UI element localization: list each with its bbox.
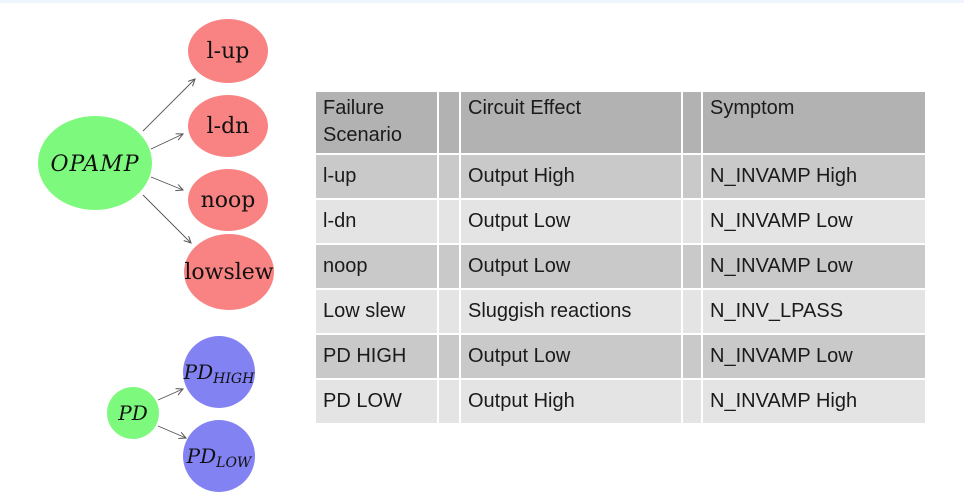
cell-circuit-effect: Output High [459, 378, 683, 425]
header-failure-scenario: Failure Scenario [314, 90, 439, 155]
cell-spacer [437, 288, 461, 335]
cell-circuit-effect: Output Low [459, 243, 683, 290]
node-l-dn-label: l-dn [207, 114, 250, 139]
node-opamp [38, 116, 152, 210]
node-noop-label: noop [201, 188, 256, 213]
cell-spacer [681, 243, 703, 290]
node-pd-low [183, 420, 255, 492]
node-pd-high [183, 336, 255, 408]
cell-failure-scenario: Low slew [314, 288, 439, 335]
table-row: PD LOW Output High N_INVAMP High [314, 378, 927, 425]
cell-circuit-effect: Output Low [459, 333, 683, 380]
cell-failure-scenario: PD LOW [314, 378, 439, 425]
table-header-row: Failure Scenario Circuit Effect Symptom [314, 90, 927, 155]
node-l-up [188, 19, 268, 83]
cell-symptom: N_INVAMP Low [701, 243, 927, 290]
node-noop [188, 169, 268, 231]
edge-opamp-lup [142, 79, 195, 132]
node-pd-label: PD [117, 401, 148, 425]
table-row: l-up Output High N_INVAMP High [314, 153, 927, 200]
table-row: PD HIGH Output Low N_INVAMP Low [314, 333, 927, 380]
edge-pd-low [157, 425, 186, 438]
edge-opamp-ldn [150, 134, 183, 150]
cell-failure-scenario: l-up [314, 153, 439, 200]
cell-symptom: N_INVAMP Low [701, 333, 927, 380]
node-pd-low-label: PDLOW [186, 444, 253, 471]
header-symptom: Symptom [701, 90, 927, 155]
cell-spacer [681, 153, 703, 200]
cell-spacer [437, 378, 461, 425]
node-lowslew-label: lowslew [184, 260, 273, 285]
edge-pd-high [157, 389, 183, 401]
node-opamp-label: OPAMP [50, 152, 139, 177]
cell-symptom: N_INVAMP High [701, 378, 927, 425]
node-l-up-label: l-up [207, 39, 250, 64]
cell-failure-scenario: PD HIGH [314, 333, 439, 380]
header-circuit-effect: Circuit Effect [459, 90, 683, 155]
edge-opamp-lowslew [142, 194, 191, 243]
cell-spacer [681, 378, 703, 425]
cell-spacer [681, 198, 703, 245]
table-row: l-dn Output Low N_INVAMP Low [314, 198, 927, 245]
header-spacer-1 [437, 90, 461, 155]
cell-failure-scenario: l-dn [314, 198, 439, 245]
cell-symptom: N_INVAMP Low [701, 198, 927, 245]
cell-circuit-effect: Output Low [459, 198, 683, 245]
cell-symptom: N_INVAMP High [701, 153, 927, 200]
table-row: Low slew Sluggish reactions N_INV_LPASS [314, 288, 927, 335]
node-pd-high-label: PDHIGH [183, 360, 255, 387]
failure-mode-diagram: OPAMP l-up l-dn noop lowslew PD PDHIGH P… [38, 19, 274, 492]
cell-spacer [437, 153, 461, 200]
cell-spacer [681, 288, 703, 335]
cell-spacer [437, 243, 461, 290]
cell-circuit-effect: Output High [459, 153, 683, 200]
node-l-dn [188, 95, 268, 157]
table-row: noop Output Low N_INVAMP Low [314, 243, 927, 290]
edge-opamp-noop [150, 176, 183, 190]
window-top-strip [0, 0, 964, 3]
node-lowslew [184, 234, 274, 310]
cell-failure-scenario: noop [314, 243, 439, 290]
cell-symptom: N_INV_LPASS [701, 288, 927, 335]
cell-circuit-effect: Sluggish reactions [459, 288, 683, 335]
failure-scenario-table: Failure Scenario Circuit Effect Symptom … [314, 90, 927, 425]
node-pd [107, 387, 159, 439]
cell-spacer [681, 333, 703, 380]
cell-spacer [437, 198, 461, 245]
header-spacer-2 [681, 90, 703, 155]
cell-spacer [437, 333, 461, 380]
